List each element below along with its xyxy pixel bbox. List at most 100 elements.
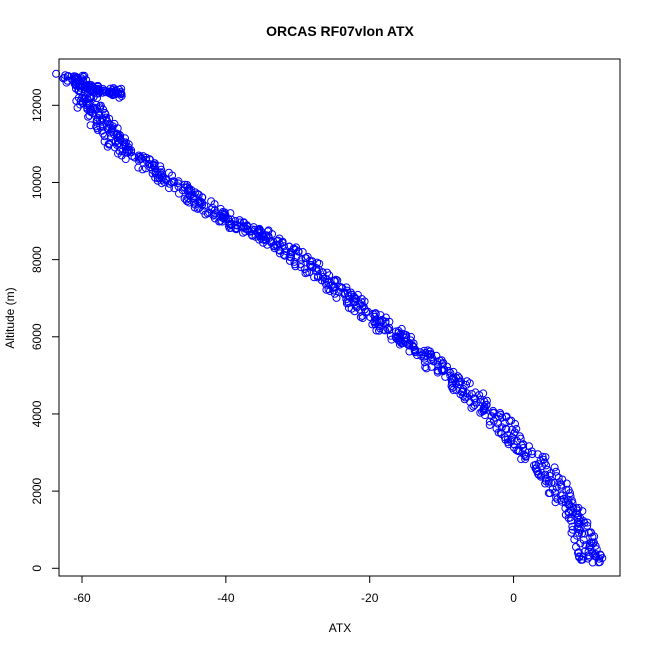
data-point xyxy=(487,412,496,421)
data-point xyxy=(470,394,478,403)
data-point xyxy=(449,386,458,394)
data-point xyxy=(210,210,219,219)
data-point xyxy=(416,348,425,357)
data-point xyxy=(275,240,284,249)
data-point xyxy=(103,124,112,133)
data-point xyxy=(358,314,367,323)
data-point xyxy=(115,93,124,102)
data-point xyxy=(508,425,516,434)
chart-title: ORCAS RF07vlon ATX xyxy=(266,23,414,39)
data-point xyxy=(180,194,189,203)
data-point xyxy=(243,225,252,234)
data-point xyxy=(542,461,551,470)
y-axis-label: Altitude (m) xyxy=(3,287,17,348)
data-point xyxy=(387,335,396,344)
data-point xyxy=(146,163,155,171)
data-point xyxy=(227,219,236,228)
data-point xyxy=(528,450,537,458)
data-point xyxy=(211,209,220,218)
data-point xyxy=(73,103,82,112)
data-point xyxy=(375,324,384,333)
y-tick-label: 2000 xyxy=(30,477,44,504)
data-point xyxy=(97,117,106,126)
data-point xyxy=(115,147,124,156)
data-point xyxy=(114,89,122,98)
x-axis-label: ATX xyxy=(329,621,351,635)
data-point xyxy=(167,178,176,187)
data-point xyxy=(189,193,198,202)
data-point xyxy=(574,518,583,526)
data-point xyxy=(534,470,543,479)
data-point xyxy=(232,220,241,229)
data-point xyxy=(469,402,478,411)
data-point xyxy=(195,204,204,212)
data-point xyxy=(221,215,230,224)
data-point xyxy=(585,543,594,551)
data-point xyxy=(290,257,299,266)
data-point xyxy=(492,424,501,433)
data-point xyxy=(292,243,301,252)
data-point xyxy=(118,147,127,156)
data-point xyxy=(86,121,95,130)
data-point xyxy=(297,255,306,264)
data-point xyxy=(96,86,104,95)
data-point xyxy=(407,332,415,341)
data-point xyxy=(114,149,122,158)
data-point xyxy=(519,440,528,449)
data-point xyxy=(544,479,553,488)
data-point xyxy=(329,282,338,291)
data-point xyxy=(426,347,434,356)
data-point xyxy=(261,235,270,244)
y-tick-label: 10000 xyxy=(30,165,44,199)
data-point xyxy=(550,463,559,472)
data-point xyxy=(376,318,385,327)
x-axis: -60 -40 -20 0 xyxy=(73,575,517,605)
data-point xyxy=(496,409,505,417)
data-point xyxy=(337,283,346,292)
data-point xyxy=(541,479,550,488)
x-tick-label: 0 xyxy=(510,591,517,605)
data-point xyxy=(323,275,332,284)
data-point xyxy=(491,413,500,422)
data-point xyxy=(62,78,71,87)
data-point xyxy=(381,317,390,326)
data-point xyxy=(340,290,349,299)
data-point xyxy=(319,273,327,281)
data-point xyxy=(151,164,160,173)
data-point xyxy=(552,483,561,492)
data-point xyxy=(448,375,457,384)
data-point xyxy=(544,489,553,498)
data-point xyxy=(301,254,310,263)
data-point xyxy=(265,234,273,242)
data-point xyxy=(439,367,448,376)
data-point xyxy=(52,69,61,78)
data-point xyxy=(362,307,371,316)
y-tick-label: 6000 xyxy=(30,323,44,350)
data-point xyxy=(138,165,147,174)
data-point xyxy=(241,227,250,236)
data-point xyxy=(564,514,573,523)
data-point xyxy=(383,325,392,334)
data-point xyxy=(296,263,305,272)
data-point xyxy=(155,174,164,183)
data-point xyxy=(573,531,581,540)
data-point xyxy=(93,104,101,113)
data-point xyxy=(462,380,471,389)
data-point xyxy=(514,446,523,455)
data-point xyxy=(485,421,494,429)
data-point xyxy=(568,522,577,531)
data-point xyxy=(574,548,583,557)
data-point xyxy=(187,186,196,194)
y-tick-label: 12000 xyxy=(30,88,44,122)
data-point xyxy=(566,492,575,501)
x-tick-label: -60 xyxy=(73,591,91,605)
data-point xyxy=(105,139,114,148)
data-point xyxy=(85,101,94,110)
data-point xyxy=(485,417,494,426)
data-point xyxy=(577,555,586,564)
data-point xyxy=(89,92,98,101)
data-point xyxy=(270,241,279,250)
data-point xyxy=(517,455,526,464)
data-point xyxy=(275,249,284,258)
